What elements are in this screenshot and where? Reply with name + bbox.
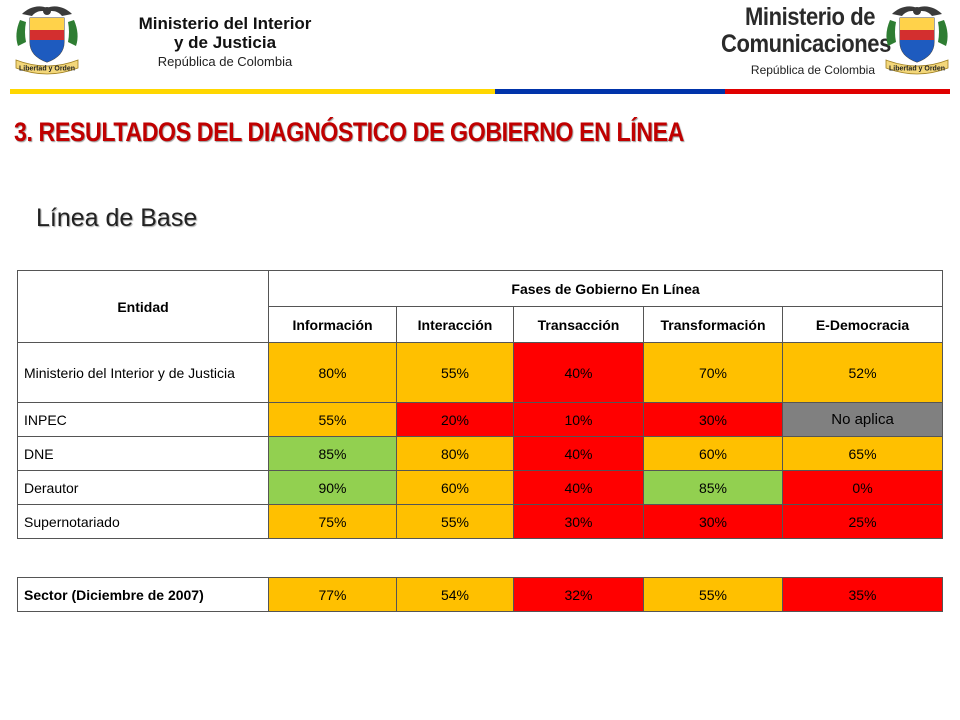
table-row: DNE 85% 80% 40% 60% 65% — [17, 436, 944, 471]
sector-table: Sector (Diciembre de 2007) 77% 54% 32% 55% 35… — [17, 577, 943, 612]
value-cell: 30% — [643, 402, 783, 437]
value-cell: 10% — [513, 402, 644, 437]
table-row: Derautor 90% 60% 40% 85% 0% — [17, 470, 944, 505]
entity-name-cell: Supernotariado — [17, 504, 269, 539]
right-org-line1: Ministerio de — [745, 3, 875, 31]
entity-name-cell: Sector (Diciembre de 2007) — [17, 577, 269, 612]
flag-stripe-red — [725, 89, 950, 94]
value-cell: 35% — [782, 577, 943, 612]
value-cell: 55% — [268, 402, 397, 437]
value-cell: 60% — [643, 436, 783, 471]
value-cell: 25% — [781, 504, 944, 539]
page-subtitle: Línea de Base — [36, 204, 198, 232]
left-org-line1: Ministerio del Interior — [138, 14, 312, 33]
table-row: Sector (Diciembre de 2007) 77% 54% 32% 55% 35… — [17, 577, 943, 612]
value-cell: 55% — [396, 342, 514, 403]
entity-name-cell: Derautor — [17, 470, 269, 505]
seal-motto-left: Libertad y Orden — [19, 66, 75, 73]
results-table: Entidad Fases de Gobierno En Línea Infor… — [17, 270, 944, 539]
left-org-line2: y de Justicia — [173, 33, 277, 52]
value-cell: 32% — [513, 577, 644, 612]
value-cell: 85% — [643, 470, 783, 505]
value-cell: 65% — [781, 436, 944, 471]
entity-header: Entidad — [17, 270, 269, 343]
value-cell: 85% — [268, 436, 397, 471]
value-cell: 54% — [396, 577, 514, 612]
value-cell: No aplica — [781, 402, 944, 437]
colombia-coat-of-arms-right: Libertad y Orden — [885, 6, 949, 75]
value-cell: 90% — [268, 470, 397, 505]
column-header-transaccion: Transacción — [513, 306, 644, 343]
column-header-transformacion: Transformación — [643, 306, 783, 343]
value-cell: 60% — [396, 470, 514, 505]
entity-name-cell: Ministerio del Interior y de Justicia — [17, 342, 269, 403]
value-cell: 55% — [396, 504, 514, 539]
right-org-line3: República de Colombia — [750, 63, 875, 77]
value-cell: 30% — [513, 504, 644, 539]
value-cell: 80% — [396, 436, 514, 471]
value-cell: 20% — [396, 402, 514, 437]
table-row: Ministerio del Interior y de Justicia 80%… — [17, 342, 944, 403]
value-cell: 75% — [268, 504, 397, 539]
value-cell: 80% — [268, 342, 397, 403]
value-cell: 55% — [643, 577, 783, 612]
colombia-coat-of-arms-left: Libertad y Orden — [15, 6, 79, 75]
value-cell: 77% — [268, 577, 397, 612]
right-organization-name: Ministerio de Comunicaciones República d… — [700, 3, 891, 78]
value-cell: 40% — [513, 436, 644, 471]
table-row: Supernotariado 75% 55% 30% 30% 25% — [17, 504, 944, 539]
phases-header: Fases de Gobierno En Línea — [267, 270, 944, 307]
seal-motto-right: Libertad y Orden — [889, 66, 945, 73]
table-row: INPEC 55% 20% 10% 30% No aplica — [17, 402, 944, 437]
entity-name-cell: INPEC — [17, 402, 269, 437]
right-org-line2: Comunicaciones — [721, 30, 891, 58]
value-cell: 70% — [643, 342, 783, 403]
column-header-edemocracia: E-Democracia — [781, 306, 944, 343]
value-cell: 0% — [781, 470, 944, 505]
value-cell: 30% — [643, 504, 783, 539]
phase-column-headers: Información Interacción Transacción Tran… — [18, 306, 944, 343]
value-cell: 40% — [513, 342, 644, 403]
column-header-interaccion: Interacción — [396, 306, 514, 343]
value-cell: 40% — [513, 470, 644, 505]
page-title: 3. RESULTADOS DEL DIAGNÓSTICO DE GOBIERN… — [14, 117, 685, 147]
flag-stripe-yellow — [10, 89, 495, 94]
value-cell: 52% — [781, 342, 944, 403]
entity-name-cell: DNE — [17, 436, 269, 471]
column-header-informacion: Información — [268, 306, 397, 343]
left-organization-name: Ministerio del Interior y de Justicia Re… — [100, 14, 350, 70]
flag-stripe-blue — [495, 89, 725, 94]
left-org-line3: República de Colombia — [157, 54, 293, 69]
